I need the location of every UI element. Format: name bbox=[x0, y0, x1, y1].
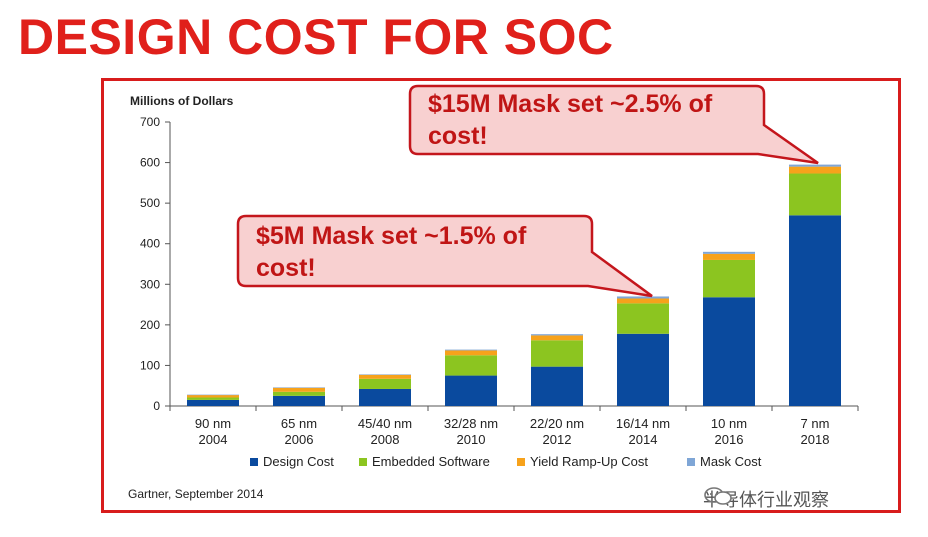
legend-label: Design Cost bbox=[263, 454, 334, 469]
y-tick-label: 700 bbox=[140, 115, 160, 129]
watermark: 半导体行业观察 bbox=[703, 486, 829, 512]
x-tick-label-node: 45/40 nm bbox=[358, 416, 412, 431]
bar-segment-embedded-software bbox=[531, 340, 583, 367]
x-tick-label-year: 2010 bbox=[457, 432, 486, 447]
bar-segment-design-cost bbox=[617, 333, 669, 406]
slide-title: DESIGN COST FOR SOC bbox=[18, 9, 614, 65]
y-tick-label: 500 bbox=[140, 196, 160, 210]
x-tick-label-year: 2008 bbox=[371, 432, 400, 447]
bar-segment-mask-cost bbox=[617, 296, 669, 299]
bar-segment-design-cost bbox=[789, 215, 841, 406]
legend-swatch bbox=[687, 458, 695, 466]
x-tick-label-node: 10 nm bbox=[711, 416, 747, 431]
x-tick-label-node: 32/28 nm bbox=[444, 416, 498, 431]
bar-segment-yield-ramp-up-cost bbox=[531, 335, 583, 341]
bar-segment-mask-cost bbox=[187, 394, 239, 396]
bar-segment-yield-ramp-up-cost bbox=[187, 395, 239, 398]
y-tick-label: 0 bbox=[153, 399, 160, 413]
bar-segment-design-cost bbox=[187, 399, 239, 406]
callout-15m-line1: $15M Mask set ~2.5% of bbox=[428, 90, 713, 118]
bar-segment-embedded-software bbox=[703, 259, 755, 298]
y-tick-label: 200 bbox=[140, 318, 160, 332]
y-axis-label: Millions of Dollars bbox=[130, 94, 234, 108]
callout-5m-bubble bbox=[236, 214, 653, 298]
callout-15m-bubble bbox=[408, 84, 819, 165]
bar-segment-embedded-software bbox=[359, 378, 411, 389]
bar-segment-yield-ramp-up-cost bbox=[359, 374, 411, 379]
bar-segment-embedded-software bbox=[789, 173, 841, 216]
bar-segment-design-cost bbox=[445, 375, 497, 406]
chart-bars bbox=[187, 164, 841, 406]
wechat-icon bbox=[704, 487, 732, 505]
x-tick-label-year: 2016 bbox=[715, 432, 744, 447]
x-tick-label-node: 90 nm bbox=[195, 416, 231, 431]
watermark-text: 半导体行业观察 bbox=[703, 490, 829, 511]
legend-swatch bbox=[250, 458, 258, 466]
bar-segment-yield-ramp-up-cost bbox=[789, 166, 841, 174]
y-tick-label: 600 bbox=[140, 156, 160, 170]
bar-segment-mask-cost bbox=[273, 387, 325, 388]
bar-segment-yield-ramp-up-cost bbox=[703, 253, 755, 260]
x-tick-label-year: 2014 bbox=[629, 432, 658, 447]
x-tick-label-node: 65 nm bbox=[281, 416, 317, 431]
bar-segment-embedded-software bbox=[187, 397, 239, 400]
x-tick-label-node: 16/14 nm bbox=[616, 416, 670, 431]
x-tick-label-year: 2012 bbox=[543, 432, 572, 447]
bar-segment-design-cost bbox=[359, 388, 411, 406]
bar-segment-design-cost bbox=[703, 297, 755, 406]
x-tick-label-year: 2004 bbox=[199, 432, 228, 447]
x-tick-label-node: 22/20 nm bbox=[530, 416, 584, 431]
bar-segment-mask-cost bbox=[359, 374, 411, 375]
callout-shapes bbox=[236, 84, 819, 298]
callout-15m-line2: cost! bbox=[428, 122, 488, 150]
bar-segment-embedded-software bbox=[273, 391, 325, 396]
bar-segment-embedded-software bbox=[617, 303, 669, 334]
chart-legend: Design Cost Embedded Software Yield Ramp-U… bbox=[250, 454, 762, 469]
bar-segment-mask-cost bbox=[789, 164, 841, 167]
y-tick-label: 300 bbox=[140, 277, 160, 291]
bar-segment-yield-ramp-up-cost bbox=[273, 387, 325, 392]
legend-label: Yield Ramp-Up Cost bbox=[530, 454, 648, 469]
callout-5m-line2: cost! bbox=[256, 254, 316, 282]
bar-segment-design-cost bbox=[531, 366, 583, 406]
bar-segment-design-cost bbox=[273, 395, 325, 406]
bar-segment-mask-cost bbox=[531, 334, 583, 336]
callout-15m: $15M Mask set ~2.5% of cost! bbox=[428, 88, 712, 152]
bar-segment-yield-ramp-up-cost bbox=[445, 350, 497, 356]
callout-5m: $5M Mask set ~1.5% of cost! bbox=[256, 220, 526, 284]
x-tick-label-year: 2006 bbox=[285, 432, 314, 447]
x-tick-label-node: 7 nm bbox=[801, 416, 830, 431]
legend-label: Embedded Software bbox=[372, 454, 490, 469]
y-tick-label: 100 bbox=[140, 358, 160, 372]
bar-segment-mask-cost bbox=[703, 251, 755, 254]
legend-swatch bbox=[359, 458, 367, 466]
source-note: Gartner, September 2014 bbox=[128, 487, 264, 501]
bar-segment-embedded-software bbox=[445, 355, 497, 376]
legend-swatch bbox=[517, 458, 525, 466]
y-tick-label: 400 bbox=[140, 237, 160, 251]
bar-segment-mask-cost bbox=[445, 349, 497, 351]
x-tick-label-year: 2018 bbox=[801, 432, 830, 447]
callout-5m-line1: $5M Mask set ~1.5% of bbox=[256, 222, 527, 250]
legend-label: Mask Cost bbox=[700, 454, 762, 469]
bar-segment-yield-ramp-up-cost bbox=[617, 298, 669, 304]
